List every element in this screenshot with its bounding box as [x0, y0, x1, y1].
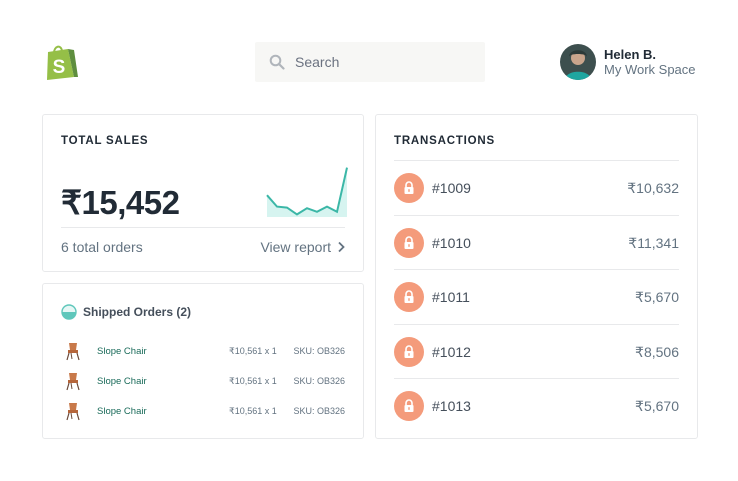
transaction-row[interactable]: #1009 ₹10,632: [394, 161, 679, 215]
order-price-qty: ₹10,561 x 1: [229, 405, 277, 416]
transaction-amount: ₹11,341: [628, 234, 679, 251]
workspace-name: My Work Space: [604, 62, 696, 77]
transaction-amount: ₹8,506: [635, 343, 679, 360]
divider: [394, 324, 679, 325]
total-orders-count: 6 total orders: [61, 239, 143, 255]
transaction-row[interactable]: #1011 ₹5,670: [394, 270, 679, 324]
divider: [394, 378, 679, 379]
transaction-id: #1009: [432, 180, 471, 196]
lock-icon: [394, 337, 424, 367]
transaction-id: #1011: [432, 289, 470, 305]
transaction-id: #1013: [432, 398, 471, 414]
order-sku: SKU: OB326: [293, 346, 345, 356]
shipped-orders-card: Shipped Orders (2) Slope Chair ₹10,561 x…: [42, 283, 364, 439]
lock-icon: [394, 228, 424, 258]
search-input[interactable]: [295, 54, 465, 70]
divider: [394, 269, 679, 270]
avatar[interactable]: [560, 44, 596, 80]
order-sku: SKU: OB326: [293, 376, 345, 386]
shipped-orders-header: Shipped Orders (2): [61, 304, 191, 320]
sparkline-area: [267, 167, 347, 217]
sales-sparkline: [266, 167, 348, 217]
shipped-orders-title: Shipped Orders (2): [83, 305, 192, 319]
chevron-right-icon: [338, 241, 345, 253]
total-sales-title: TOTAL SALES: [61, 135, 149, 147]
half-circle-status-icon: [61, 304, 77, 320]
chair-icon: [66, 343, 80, 361]
search-bar[interactable]: [255, 42, 485, 82]
order-row[interactable]: Slope Chair ₹10,561 x 1 SKU: OB326: [65, 370, 345, 392]
divider: [394, 160, 679, 161]
order-sku: SKU: OB326: [293, 406, 345, 416]
view-report-link[interactable]: View report: [260, 239, 345, 255]
transaction-row[interactable]: #1012 ₹8,506: [394, 325, 679, 379]
transaction-id: #1012: [432, 344, 471, 360]
order-product-name[interactable]: Slope Chair: [97, 405, 147, 417]
order-product-name[interactable]: Slope Chair: [97, 375, 147, 387]
logo-letter: S: [53, 57, 66, 78]
lock-icon: [394, 282, 424, 312]
lock-icon: [394, 391, 424, 421]
user-name: Helen B.: [604, 47, 657, 62]
transactions-title: TRANSACTIONS: [394, 135, 495, 147]
order-price-qty: ₹10,561 x 1: [229, 345, 277, 356]
divider: [394, 215, 679, 216]
chair-icon: [66, 373, 80, 391]
transaction-id: #1010: [432, 235, 471, 251]
order-row[interactable]: Slope Chair ₹10,561 x 1 SKU: OB326: [65, 400, 345, 422]
shopify-logo-icon[interactable]: S: [44, 43, 80, 80]
transactions-card: TRANSACTIONS #1009 ₹10,632 #1010 ₹11,341…: [375, 114, 698, 439]
search-icon: [269, 54, 285, 70]
total-sales-card: TOTAL SALES ₹15,452 6 total orders View …: [42, 114, 364, 272]
divider: [61, 227, 345, 228]
order-row[interactable]: Slope Chair ₹10,561 x 1 SKU: OB326: [65, 340, 345, 362]
view-report-label: View report: [260, 239, 331, 255]
transaction-amount: ₹5,670: [635, 288, 679, 305]
order-price-qty: ₹10,561 x 1: [229, 375, 277, 386]
total-sales-amount: ₹15,452: [61, 184, 180, 221]
chair-icon: [66, 403, 80, 421]
order-product-name[interactable]: Slope Chair: [97, 345, 147, 357]
transaction-amount: ₹5,670: [635, 397, 679, 414]
lock-icon: [394, 173, 424, 203]
transaction-row[interactable]: #1010 ₹11,341: [394, 216, 679, 270]
sparkline-line: [266, 167, 348, 216]
transaction-row[interactable]: #1013 ₹5,670: [394, 379, 679, 433]
transaction-amount: ₹10,632: [627, 179, 679, 196]
user-menu[interactable]: Helen B. My Work Space: [560, 44, 696, 80]
